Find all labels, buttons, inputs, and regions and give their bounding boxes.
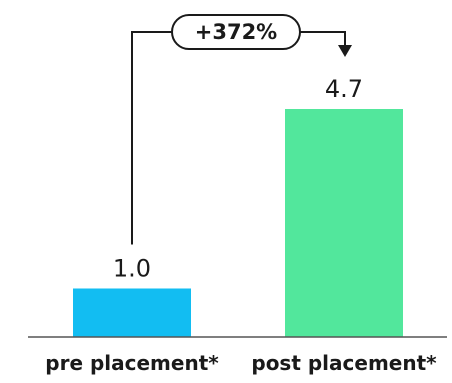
labels: 1.0 pre placement* 4.7 post placement* — [45, 75, 437, 375]
change-badge-label: +372% — [195, 20, 277, 44]
value-label: 4.7 — [325, 75, 363, 103]
change-annotation: +372% — [131, 14, 352, 245]
connector-line-right — [290, 31, 346, 47]
connector-line-left — [131, 31, 200, 245]
value-label: 1.0 — [113, 254, 151, 282]
change-badge — [171, 14, 301, 50]
bar-post-placement — [285, 109, 403, 337]
category-label: pre placement* — [45, 351, 219, 375]
bar-pre-placement — [73, 288, 191, 337]
arrow-head-icon — [338, 45, 352, 57]
bars — [73, 109, 403, 337]
category-label: post placement* — [251, 351, 437, 375]
